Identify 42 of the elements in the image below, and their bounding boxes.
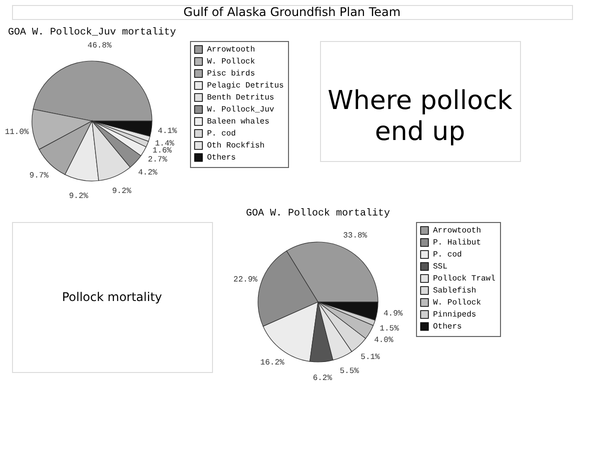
legend-label: Others — [207, 154, 236, 162]
data-label: 4.9% — [384, 310, 403, 319]
data-label: 1.6% — [152, 146, 172, 156]
text: Gulf of Alaska Groundfish Plan Team — [183, 5, 401, 19]
legend-label: Pollock Trawl — [433, 274, 496, 284]
chart-title: GOA W. Pollock mortality — [246, 208, 390, 220]
text: Pollock mortality — [62, 290, 162, 304]
data-label: 4.1% — [158, 126, 178, 136]
data-label: 33.8% — [343, 232, 368, 241]
legend-label: Pinnipeds — [433, 310, 476, 320]
data-label: 4.0% — [374, 336, 394, 346]
legend-label: SSL — [433, 262, 448, 272]
data-label: 5.5% — [340, 367, 360, 376]
legend-label: Arrowtooth — [433, 226, 482, 236]
legend-label: Benth Detritus — [207, 94, 274, 102]
legend-label: Sablefish — [433, 286, 476, 296]
data-label: 11.0% — [4, 128, 30, 138]
text: Where pollock end up — [328, 86, 512, 148]
legend-label: P. cod — [433, 250, 462, 260]
legend-label: Baleen whales — [207, 118, 270, 126]
legend-label: Pisc birds — [207, 70, 256, 78]
data-label: 9.2% — [68, 192, 88, 201]
data-label: 5.1% — [360, 353, 380, 362]
legend-label: Oth Rockfish — [207, 142, 265, 150]
legend-label: W. Pollock — [207, 58, 256, 66]
data-label: 4.2% — [138, 168, 158, 178]
data-label: 46.8% — [88, 41, 112, 50]
data-label: 9.2% — [112, 186, 132, 196]
legend-label: W. Pollock — [433, 298, 482, 308]
data-label: 16.2% — [260, 358, 285, 368]
legend-label: W. Pollock_Juv — [207, 106, 274, 114]
data-label: 9.7% — [29, 171, 49, 180]
data-label: 1.5% — [380, 324, 400, 334]
chart-title: GOA W. Pollock_Juv mortality — [8, 26, 176, 38]
legend-label: Arrowtooth — [207, 46, 256, 54]
data-label: 6.2% — [312, 374, 332, 383]
legend-label: P. Halibut — [433, 238, 482, 248]
legend-label: Others — [433, 322, 462, 332]
legend-label: Pelagic Detritus — [207, 82, 284, 90]
data-label: 2.7% — [148, 156, 168, 165]
legend-label: P. cod — [207, 130, 236, 138]
data-label: 22.9% — [233, 275, 258, 284]
